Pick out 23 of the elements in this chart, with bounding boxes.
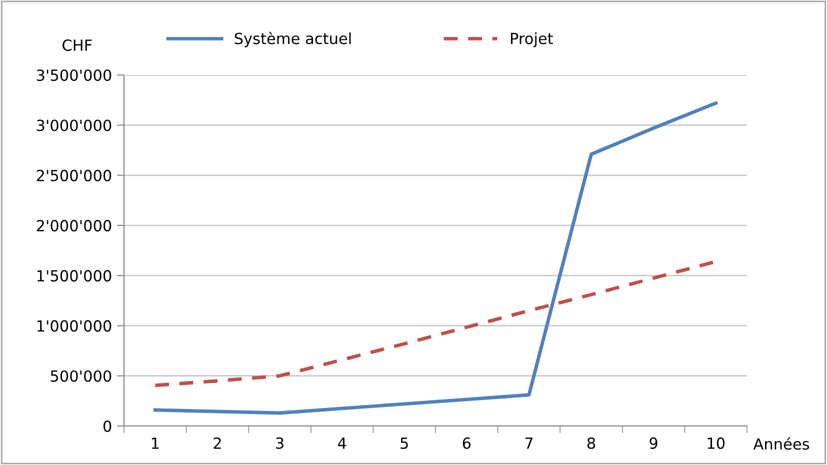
y-tick-label: 1'000'000 [37, 320, 112, 332]
x-tick-label: 1 [152, 438, 159, 449]
x-tick-label: 10 [708, 437, 725, 449]
x-tick-label: 4 [338, 438, 346, 449]
y-tick-label: 3'500'000 [36, 69, 112, 82]
x-tick-label: 7 [525, 438, 533, 449]
y-tick-label: 500'000 [50, 370, 112, 382]
y-tick-label: 2'000'000 [36, 220, 112, 232]
line-series [153, 101, 718, 415]
x-tick-label: 2 [214, 437, 221, 449]
x-tick-label: 8 [587, 437, 596, 449]
legend-label: Projet [510, 32, 553, 48]
y-tick-label: 0 [103, 420, 112, 432]
x-tick-label: 9 [650, 437, 658, 449]
y-tick-label: 2'500'000 [36, 170, 112, 182]
x-axis-title: Années [753, 437, 810, 450]
y-tick-label: 1'500'000 [37, 270, 112, 282]
y-axis-title: CHF [62, 39, 92, 51]
legend-label: Système actuel [234, 32, 351, 48]
x-tick-label: 3 [276, 437, 284, 449]
x-tick-label: 6 [462, 437, 471, 449]
x-tick-label: 5 [400, 438, 408, 449]
y-tick-label: 3'000'000 [36, 120, 112, 132]
